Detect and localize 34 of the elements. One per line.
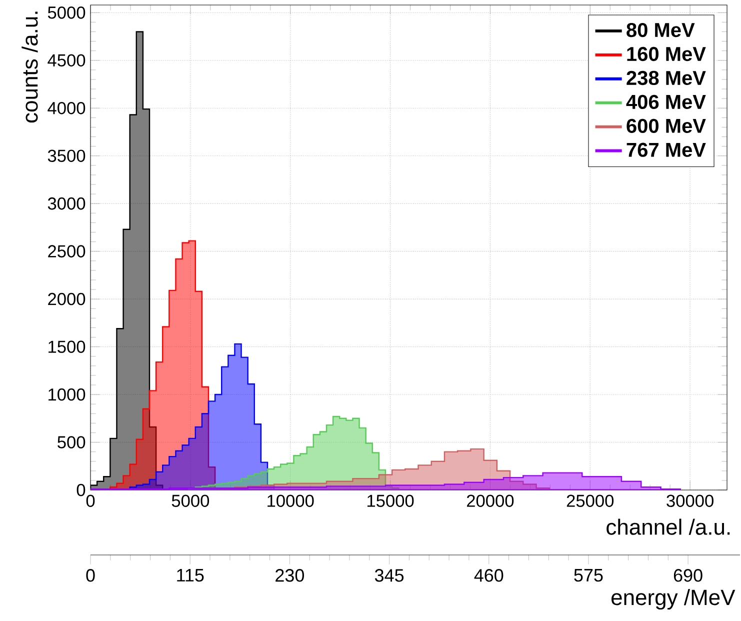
x-tick-label: 0 [86, 494, 95, 507]
legend-label: 160 MeV [627, 46, 706, 62]
y-tick-label: 0 [76, 484, 86, 496]
x2-tick-label: 0 [86, 569, 95, 582]
y-tick-label: 1500 [48, 340, 86, 353]
y-tick-label: 3500 [48, 150, 86, 162]
x2-tick-label: 115 [177, 569, 204, 582]
y-axis-title: counts /a.u. [22, 12, 38, 122]
x-tick-label: 20000 [466, 494, 514, 507]
legend-label: 238 MeV [626, 70, 706, 86]
y-tick-label: 1000 [48, 388, 86, 401]
x2-tick-label: 345 [374, 569, 404, 582]
y-tick-label: 2500 [48, 245, 86, 258]
legend-label: 600 MeV [626, 118, 706, 133]
x2-tick-label: 230 [276, 569, 304, 582]
x-tick-label: 15000 [368, 494, 414, 507]
x-tick-label: 30000 [666, 494, 714, 507]
x2-tick-label: 460 [474, 569, 504, 582]
x-tick-label: 5000 [172, 494, 210, 507]
x2-axis-title: energy /MeV [612, 589, 736, 610]
legend-label: 406 MeV [626, 94, 706, 110]
y-tick-label: 5000 [48, 6, 86, 19]
y-tick-label: 4500 [48, 54, 86, 66]
y-tick-label: 3000 [48, 197, 86, 210]
x-tick-label: 10000 [268, 494, 314, 507]
y-tick-label: 4000 [48, 102, 86, 114]
x-tick-label: 25000 [566, 494, 614, 507]
x-axis-title: channel /a.u. [606, 518, 730, 535]
y-tick-label: 2000 [48, 292, 86, 306]
legend-label: 767 MeV [626, 142, 706, 157]
x2-tick-label: 690 [674, 569, 702, 582]
x2-tick-label: 575 [574, 569, 603, 582]
legend-label: 80 MeV [626, 22, 695, 38]
y-tick-label: 500 [58, 436, 86, 448]
